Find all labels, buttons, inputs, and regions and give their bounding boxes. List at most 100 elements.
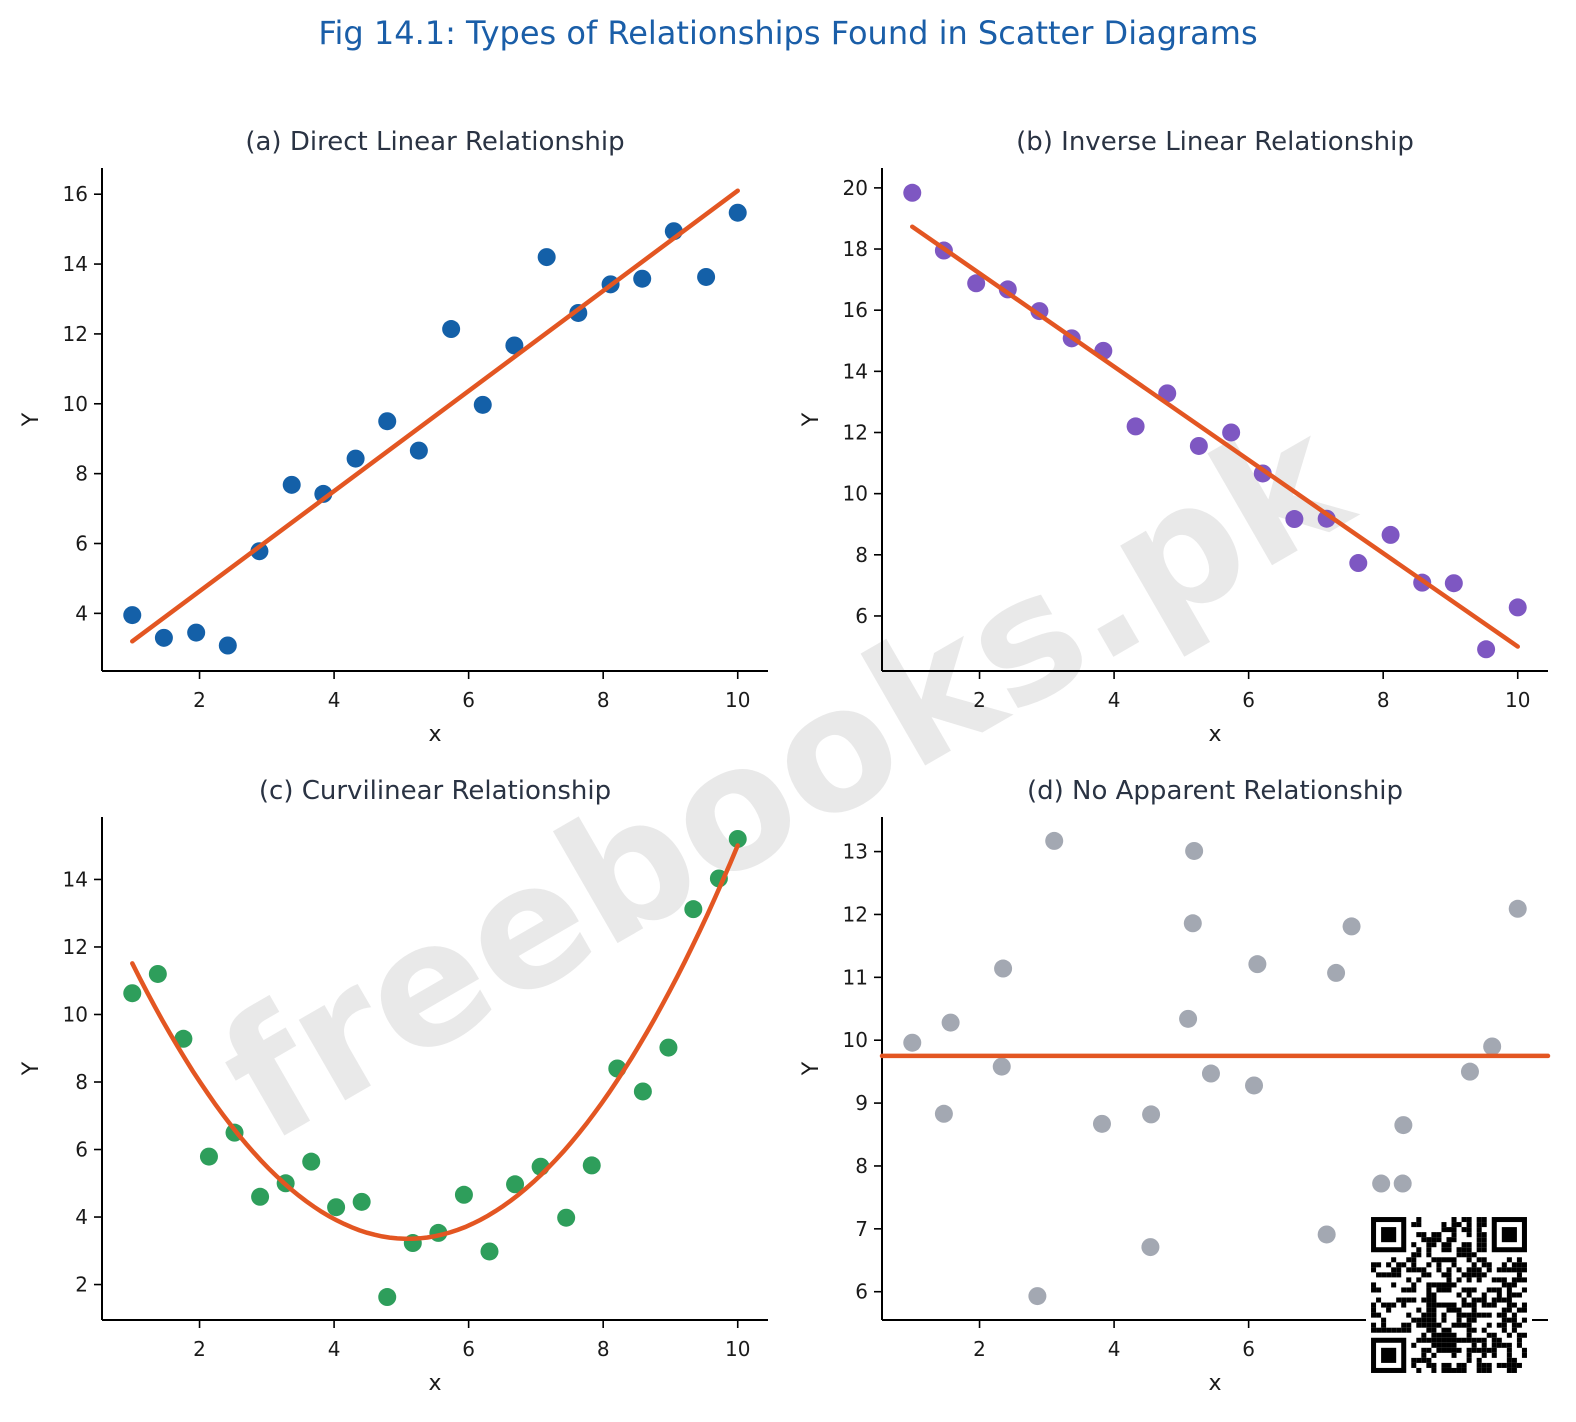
qr-module [1426, 1322, 1432, 1328]
qr-module [1431, 1312, 1437, 1318]
x-axis-label: x [428, 1371, 441, 1396]
qr-module [1441, 1257, 1447, 1263]
qr-module [1416, 1367, 1422, 1373]
qr-module [1471, 1272, 1477, 1278]
qr-module [1431, 1327, 1437, 1333]
qr-module [1371, 1307, 1377, 1313]
qr-module [1436, 1287, 1442, 1293]
qr-module [1396, 1267, 1402, 1273]
x-axis-label: x [1208, 722, 1221, 747]
qr-module [1466, 1337, 1472, 1343]
data-point [1317, 1225, 1336, 1244]
data-point [557, 1208, 576, 1227]
data-point [454, 1185, 473, 1204]
qr-module [1501, 1312, 1507, 1318]
x-tick-label: 4 [1108, 1337, 1121, 1361]
qr-module [1511, 1277, 1517, 1283]
qr-module [1506, 1302, 1512, 1308]
qr-module [1471, 1297, 1477, 1303]
qr-module [1446, 1237, 1452, 1243]
qr-module [1466, 1347, 1472, 1353]
qr-module [1431, 1362, 1437, 1368]
qr-module [1446, 1367, 1452, 1373]
qr-module [1441, 1337, 1447, 1343]
qr-module [1496, 1362, 1502, 1368]
qr-module [1411, 1267, 1417, 1273]
qr-module [1516, 1362, 1522, 1368]
data-point [123, 606, 142, 625]
qr-module [1466, 1302, 1472, 1308]
qr-module [1476, 1247, 1482, 1253]
qr-module [1466, 1267, 1472, 1273]
qr-module [1466, 1327, 1472, 1333]
qr-module [1456, 1317, 1462, 1323]
qr-module [1496, 1297, 1502, 1303]
data-point [1142, 1105, 1161, 1124]
qr-module [1451, 1282, 1457, 1288]
qr-code-icon [1366, 1212, 1532, 1378]
qr-finder-core [1381, 1347, 1397, 1363]
qr-module [1491, 1332, 1497, 1338]
qr-module [1481, 1327, 1487, 1333]
qr-module [1451, 1227, 1457, 1233]
qr-module [1476, 1227, 1482, 1233]
data-point [1185, 841, 1204, 860]
qr-module [1421, 1322, 1427, 1328]
y-tick-label: 10 [63, 1002, 88, 1026]
data-point [1483, 1037, 1502, 1056]
qr-module [1486, 1347, 1492, 1353]
qr-module [1471, 1317, 1477, 1323]
qr-module [1391, 1267, 1397, 1273]
qr-module [1516, 1277, 1522, 1283]
x-tick-label: 10 [725, 688, 750, 712]
qr-module [1426, 1247, 1432, 1253]
qr-module [1436, 1262, 1442, 1268]
y-tick-label: 20 [843, 176, 868, 200]
qr-module [1446, 1247, 1452, 1253]
qr-module [1431, 1352, 1437, 1358]
y-tick-label: 2 [75, 1273, 88, 1297]
panel-inverse: 2 4 6 8 10 6 8 10 12 14 16 18 20 x Y (b) Inverse Linear… [799, 127, 1548, 747]
qr-module [1506, 1332, 1512, 1338]
qr-module [1511, 1367, 1517, 1373]
data-point [218, 636, 237, 655]
data-point [1179, 1009, 1198, 1028]
qr-module [1501, 1327, 1507, 1333]
qr-module [1371, 1287, 1377, 1293]
qr-module [1416, 1277, 1422, 1283]
panel-title: (c) Curvilinear Relationship [259, 776, 611, 806]
qr-module [1511, 1357, 1517, 1363]
qr-module [1486, 1322, 1492, 1328]
qr-module [1491, 1342, 1497, 1348]
qr-module [1516, 1262, 1522, 1268]
qr-module [1501, 1297, 1507, 1303]
qr-module [1376, 1287, 1382, 1293]
x-tick-label: 10 [725, 1337, 750, 1361]
qr-module [1431, 1297, 1437, 1303]
qr-module [1476, 1312, 1482, 1318]
qr-module [1381, 1327, 1387, 1333]
x-tick-label: 2 [193, 688, 206, 712]
qr-module [1506, 1362, 1512, 1368]
qr-module [1471, 1252, 1477, 1258]
qr-module [1461, 1302, 1467, 1308]
qr-module [1451, 1262, 1457, 1268]
data-point [1045, 831, 1064, 850]
qr-module [1416, 1252, 1422, 1258]
data-point [352, 1192, 371, 1211]
qr-module [1426, 1362, 1432, 1368]
qr-module [1421, 1332, 1427, 1338]
data-point [582, 1156, 601, 1175]
qr-module [1491, 1302, 1497, 1308]
qr-module [1516, 1337, 1522, 1343]
qr-module [1456, 1337, 1462, 1343]
qr-module [1501, 1267, 1507, 1273]
qr-module [1386, 1327, 1392, 1333]
qr-module [1391, 1282, 1397, 1288]
qr-module [1436, 1332, 1442, 1338]
qr-module [1501, 1362, 1507, 1368]
qr-module [1506, 1342, 1512, 1348]
y-tick-label: 14 [63, 252, 88, 276]
qr-module [1416, 1322, 1422, 1328]
data-point [442, 320, 461, 339]
